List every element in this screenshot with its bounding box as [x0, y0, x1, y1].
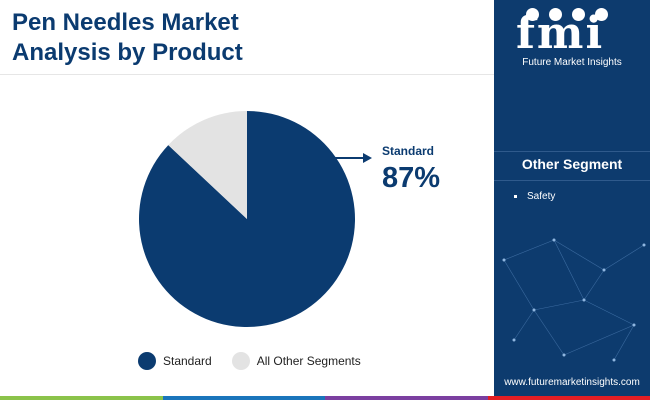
- legend-label-other: All Other Segments: [257, 354, 361, 368]
- bottom-color-bar: [0, 396, 650, 400]
- logo-subtitle: Future Market Insights: [494, 57, 650, 68]
- legend-label-standard: Standard: [163, 354, 212, 368]
- legend-item-other: All Other Segments: [232, 352, 361, 370]
- segment-item-label: Safety: [527, 191, 555, 202]
- logo-text: fmi: [516, 12, 604, 56]
- fmi-logo: fmi Future Market Insights: [494, 0, 650, 73]
- callout-label: Standard: [382, 144, 434, 158]
- bullet-icon: [514, 195, 517, 198]
- website-url: www.futuremarketinsights.com: [494, 377, 650, 388]
- main-panel: Pen Needles Market Analysis by Product S…: [0, 0, 494, 400]
- legend-swatch-other: [232, 352, 250, 370]
- legend-item-standard: Standard: [138, 352, 212, 370]
- bottom-bar-segment: [0, 396, 163, 400]
- segment-divider-bottom: [494, 180, 650, 181]
- legend-swatch-standard: [138, 352, 156, 370]
- bottom-bar-segment: [488, 396, 650, 400]
- sidebar: fmi Future Market Insights Other Segment…: [494, 0, 650, 400]
- pie-chart: [0, 0, 494, 400]
- bottom-bar-segment: [163, 396, 326, 400]
- segment-item: Safety: [514, 191, 555, 202]
- chart-legend: Standard All Other Segments: [138, 352, 381, 370]
- bottom-bar-segment: [325, 396, 488, 400]
- segment-divider-top: [494, 151, 650, 152]
- callout-arrow-head: [363, 153, 372, 163]
- callout-value: 87%: [382, 162, 440, 195]
- segment-title: Other Segment: [494, 156, 650, 172]
- network-decoration: [494, 230, 650, 370]
